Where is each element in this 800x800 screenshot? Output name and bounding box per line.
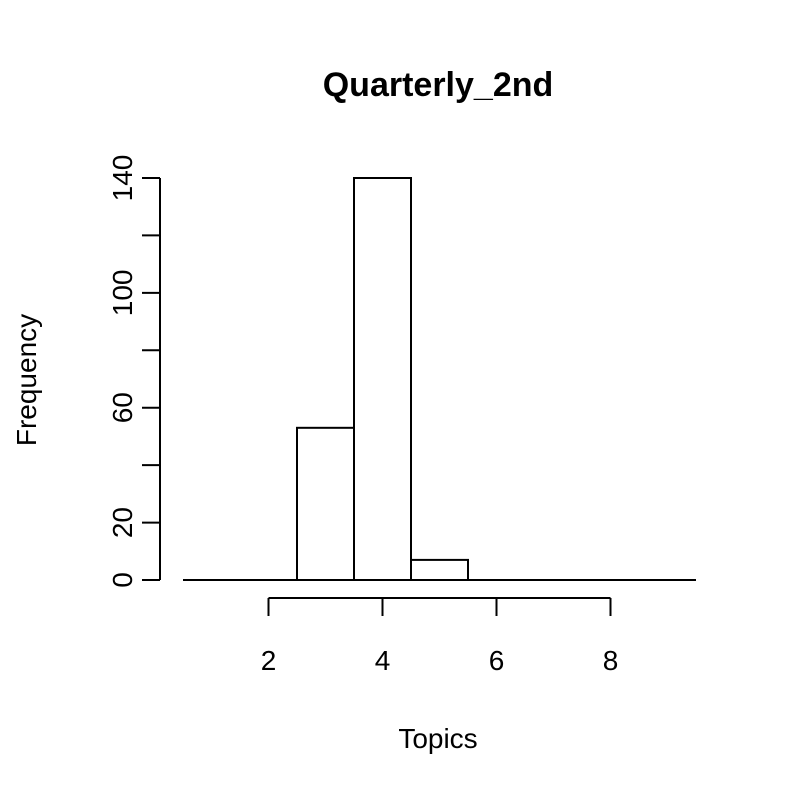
histogram-bar — [410, 558, 469, 582]
x-tick-label: 8 — [603, 645, 619, 676]
y-tick-label: 100 — [107, 269, 138, 316]
histogram-bar — [353, 177, 412, 581]
bars-group — [183, 177, 696, 582]
y-tick-label: 140 — [107, 155, 138, 202]
chart-title: Quarterly_2nd — [323, 66, 554, 104]
x-tick-label: 2 — [261, 645, 277, 676]
y-axis-label: Frequency — [11, 314, 42, 446]
y-tick-label: 20 — [107, 507, 138, 538]
y-tick-label: 0 — [107, 572, 138, 588]
histogram-bar — [296, 426, 355, 582]
x-tick-label: 6 — [489, 645, 505, 676]
x-tick-label: 4 — [375, 645, 391, 676]
y-axis: 0 20 60 100 140 — [107, 155, 161, 588]
x-axis-label: Topics — [398, 723, 477, 754]
y-tick-label: 60 — [107, 392, 138, 423]
x-axis: 2 4 6 8 — [261, 597, 619, 676]
